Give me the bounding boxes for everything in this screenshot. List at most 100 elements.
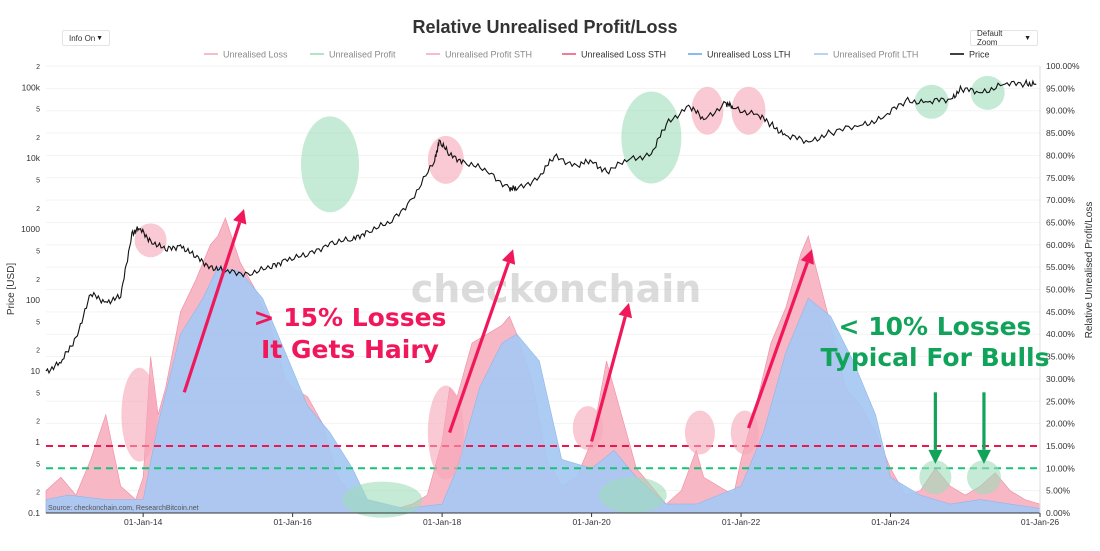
- x-tick-label-6: 01-Jan-26: [1021, 517, 1060, 527]
- y-left-tick-4: 2: [36, 419, 40, 426]
- x-tick-label-4: 01-Jan-22: [722, 517, 761, 527]
- arrow-red-1: [182, 209, 247, 393]
- y-left-tick-13: 2: [36, 206, 40, 213]
- red-circle-2: [427, 385, 464, 480]
- legend-label-4: Unrealised Loss LTH: [707, 50, 790, 60]
- arrow-red-2-shaft: [448, 261, 511, 434]
- y-right-tick-16: 80.00%: [1046, 150, 1075, 160]
- arrow-red-2: [448, 249, 516, 434]
- y-left-tick-9: 100: [26, 295, 40, 305]
- zoom-select[interactable]: Default Zoom ▼: [970, 29, 1038, 47]
- y-right-tick-12: 60.00%: [1046, 240, 1075, 250]
- y-right-axis-title: Relative Unrealised Profit/Loss: [1084, 202, 1095, 339]
- x-tick-label-2: 01-Jan-18: [423, 517, 462, 527]
- y-left-tick-1: 2: [36, 490, 40, 497]
- y-right-tick-6: 30.00%: [1046, 374, 1075, 384]
- y-left-tick-3: 1: [35, 437, 40, 447]
- info-select[interactable]: Info On ▼: [62, 30, 110, 46]
- y-right-tick-14: 70.00%: [1046, 195, 1075, 205]
- chart-axes: 01-Jan-14 01-Jan-16 01-Jan-18 01-Jan-20 01-J…: [6, 61, 1095, 527]
- y-left-tick-11: 5: [36, 249, 40, 256]
- y-right-tick-18: 90.00%: [1046, 106, 1075, 116]
- zoom-select-label: Default Zoom: [977, 29, 1003, 47]
- legend-label-0: Unrealised Loss: [223, 50, 288, 60]
- y-left-axis-title: Price [USD]: [6, 263, 17, 315]
- annotation-red-line2: It Gets Hairy: [261, 335, 439, 364]
- y-left-tick-18: 100k: [22, 82, 41, 92]
- red-circle-6: [691, 86, 724, 135]
- y-right-tick-11: 55.00%: [1046, 262, 1075, 272]
- chevron-down-icon: ▼: [96, 34, 103, 42]
- y-left-tick-12: 1000: [21, 224, 40, 234]
- y-right-tick-13: 65.00%: [1046, 217, 1075, 227]
- legend-label-3: Unrealised Loss STH: [581, 50, 666, 60]
- y-right-tick-19: 95.00%: [1046, 83, 1075, 93]
- y-right-tick-8: 40.00%: [1046, 329, 1075, 339]
- x-tick-label-0: 01-Jan-14: [124, 517, 163, 527]
- green-circle-1: [301, 116, 359, 213]
- y-right-tick-5: 25.00%: [1046, 396, 1075, 406]
- red-circle-1: [121, 367, 158, 462]
- y-right-tick-20: 100.00%: [1046, 61, 1080, 71]
- chevron-down-icon: ▼: [1024, 34, 1031, 42]
- y-left-tick-19: 2: [36, 64, 40, 71]
- arrow-red-1-head: [233, 209, 247, 225]
- x-tick-label-1: 01-Jan-16: [273, 517, 312, 527]
- legend-label-2: Unrealised Profit STH: [445, 50, 532, 60]
- y-left-tick-5: 5: [36, 390, 40, 397]
- red-circle-8: [731, 86, 766, 135]
- info-select-label: Info On: [69, 33, 96, 43]
- x-tick-label-5: 01-Jan-24: [871, 517, 910, 527]
- arrow-red-1-shaft: [182, 221, 242, 393]
- price-line: [45, 78, 1037, 375]
- y-left-tick-10: 2: [36, 277, 40, 284]
- arrow-red-4-shaft: [747, 261, 809, 429]
- source-note: Source: checkonchain.com, ResearchBitcoi…: [48, 505, 199, 512]
- green-circle-2: [598, 477, 667, 514]
- y-right-tick-10: 50.00%: [1046, 285, 1075, 295]
- y-left-tick-15: 10k: [26, 153, 40, 163]
- arrow-red-2-head: [501, 249, 516, 265]
- arrow-red-3-shaft: [590, 316, 627, 442]
- legend-label-6: Price: [969, 50, 990, 60]
- green-circle-3: [621, 91, 682, 184]
- chart-title: Relative Unrealised Profit/Loss: [412, 17, 677, 37]
- arrow-green-2: [976, 392, 991, 464]
- y-right-tick-0: 0.00%: [1046, 508, 1071, 518]
- y-left-tick-2: 5: [36, 461, 40, 468]
- legend-label-5: Unrealised Profit LTH: [833, 50, 918, 60]
- arrow-red-3: [590, 302, 633, 442]
- y-left-tick-14: 5: [36, 178, 40, 185]
- y-right-tick-17: 85.00%: [1046, 128, 1075, 138]
- y-right-tick-4: 20.00%: [1046, 419, 1075, 429]
- y-right-tick-3: 15.00%: [1046, 441, 1075, 451]
- green-circle-6: [919, 460, 952, 495]
- arrow-green-1: [928, 392, 943, 464]
- arrow-red-3-head: [618, 302, 633, 319]
- annotation-red-line1: > 15% Losses: [254, 303, 447, 332]
- chart-series: [45, 217, 1041, 514]
- y-left-tick-8: 5: [36, 320, 40, 327]
- y-left-tick-0: 0.1: [28, 508, 40, 518]
- watermark: checkonchain: [411, 267, 702, 311]
- red-circle-7: [730, 410, 759, 455]
- legend-label-1: Unrealised Profit: [329, 50, 396, 60]
- chart-legend: Unrealised Loss Unrealised Profit Unrealis…: [204, 50, 990, 60]
- y-right-tick-9: 45.00%: [1046, 307, 1075, 317]
- annotation-green-line1: < 10% Losses: [839, 312, 1032, 341]
- y-left-tick-17: 5: [36, 107, 40, 114]
- y-left-tick-16: 2: [36, 135, 40, 142]
- red-circle-3: [427, 135, 464, 184]
- green-circle-4: [914, 84, 949, 119]
- annotation-arrows: [182, 209, 991, 464]
- arrow-red-4-head: [800, 249, 814, 265]
- arrow-red-4: [747, 249, 814, 429]
- y-right-tick-7: 35.00%: [1046, 352, 1075, 362]
- arrow-green-1-head: [928, 449, 943, 464]
- unrealised-loss-lth-area: [45, 266, 1041, 514]
- threshold-lines: [46, 444, 1040, 470]
- y-left-tick-6: 10: [31, 366, 41, 376]
- annotation-green-line2: Typical For Bulls: [821, 343, 1050, 372]
- x-tick-label-3: 01-Jan-20: [572, 517, 611, 527]
